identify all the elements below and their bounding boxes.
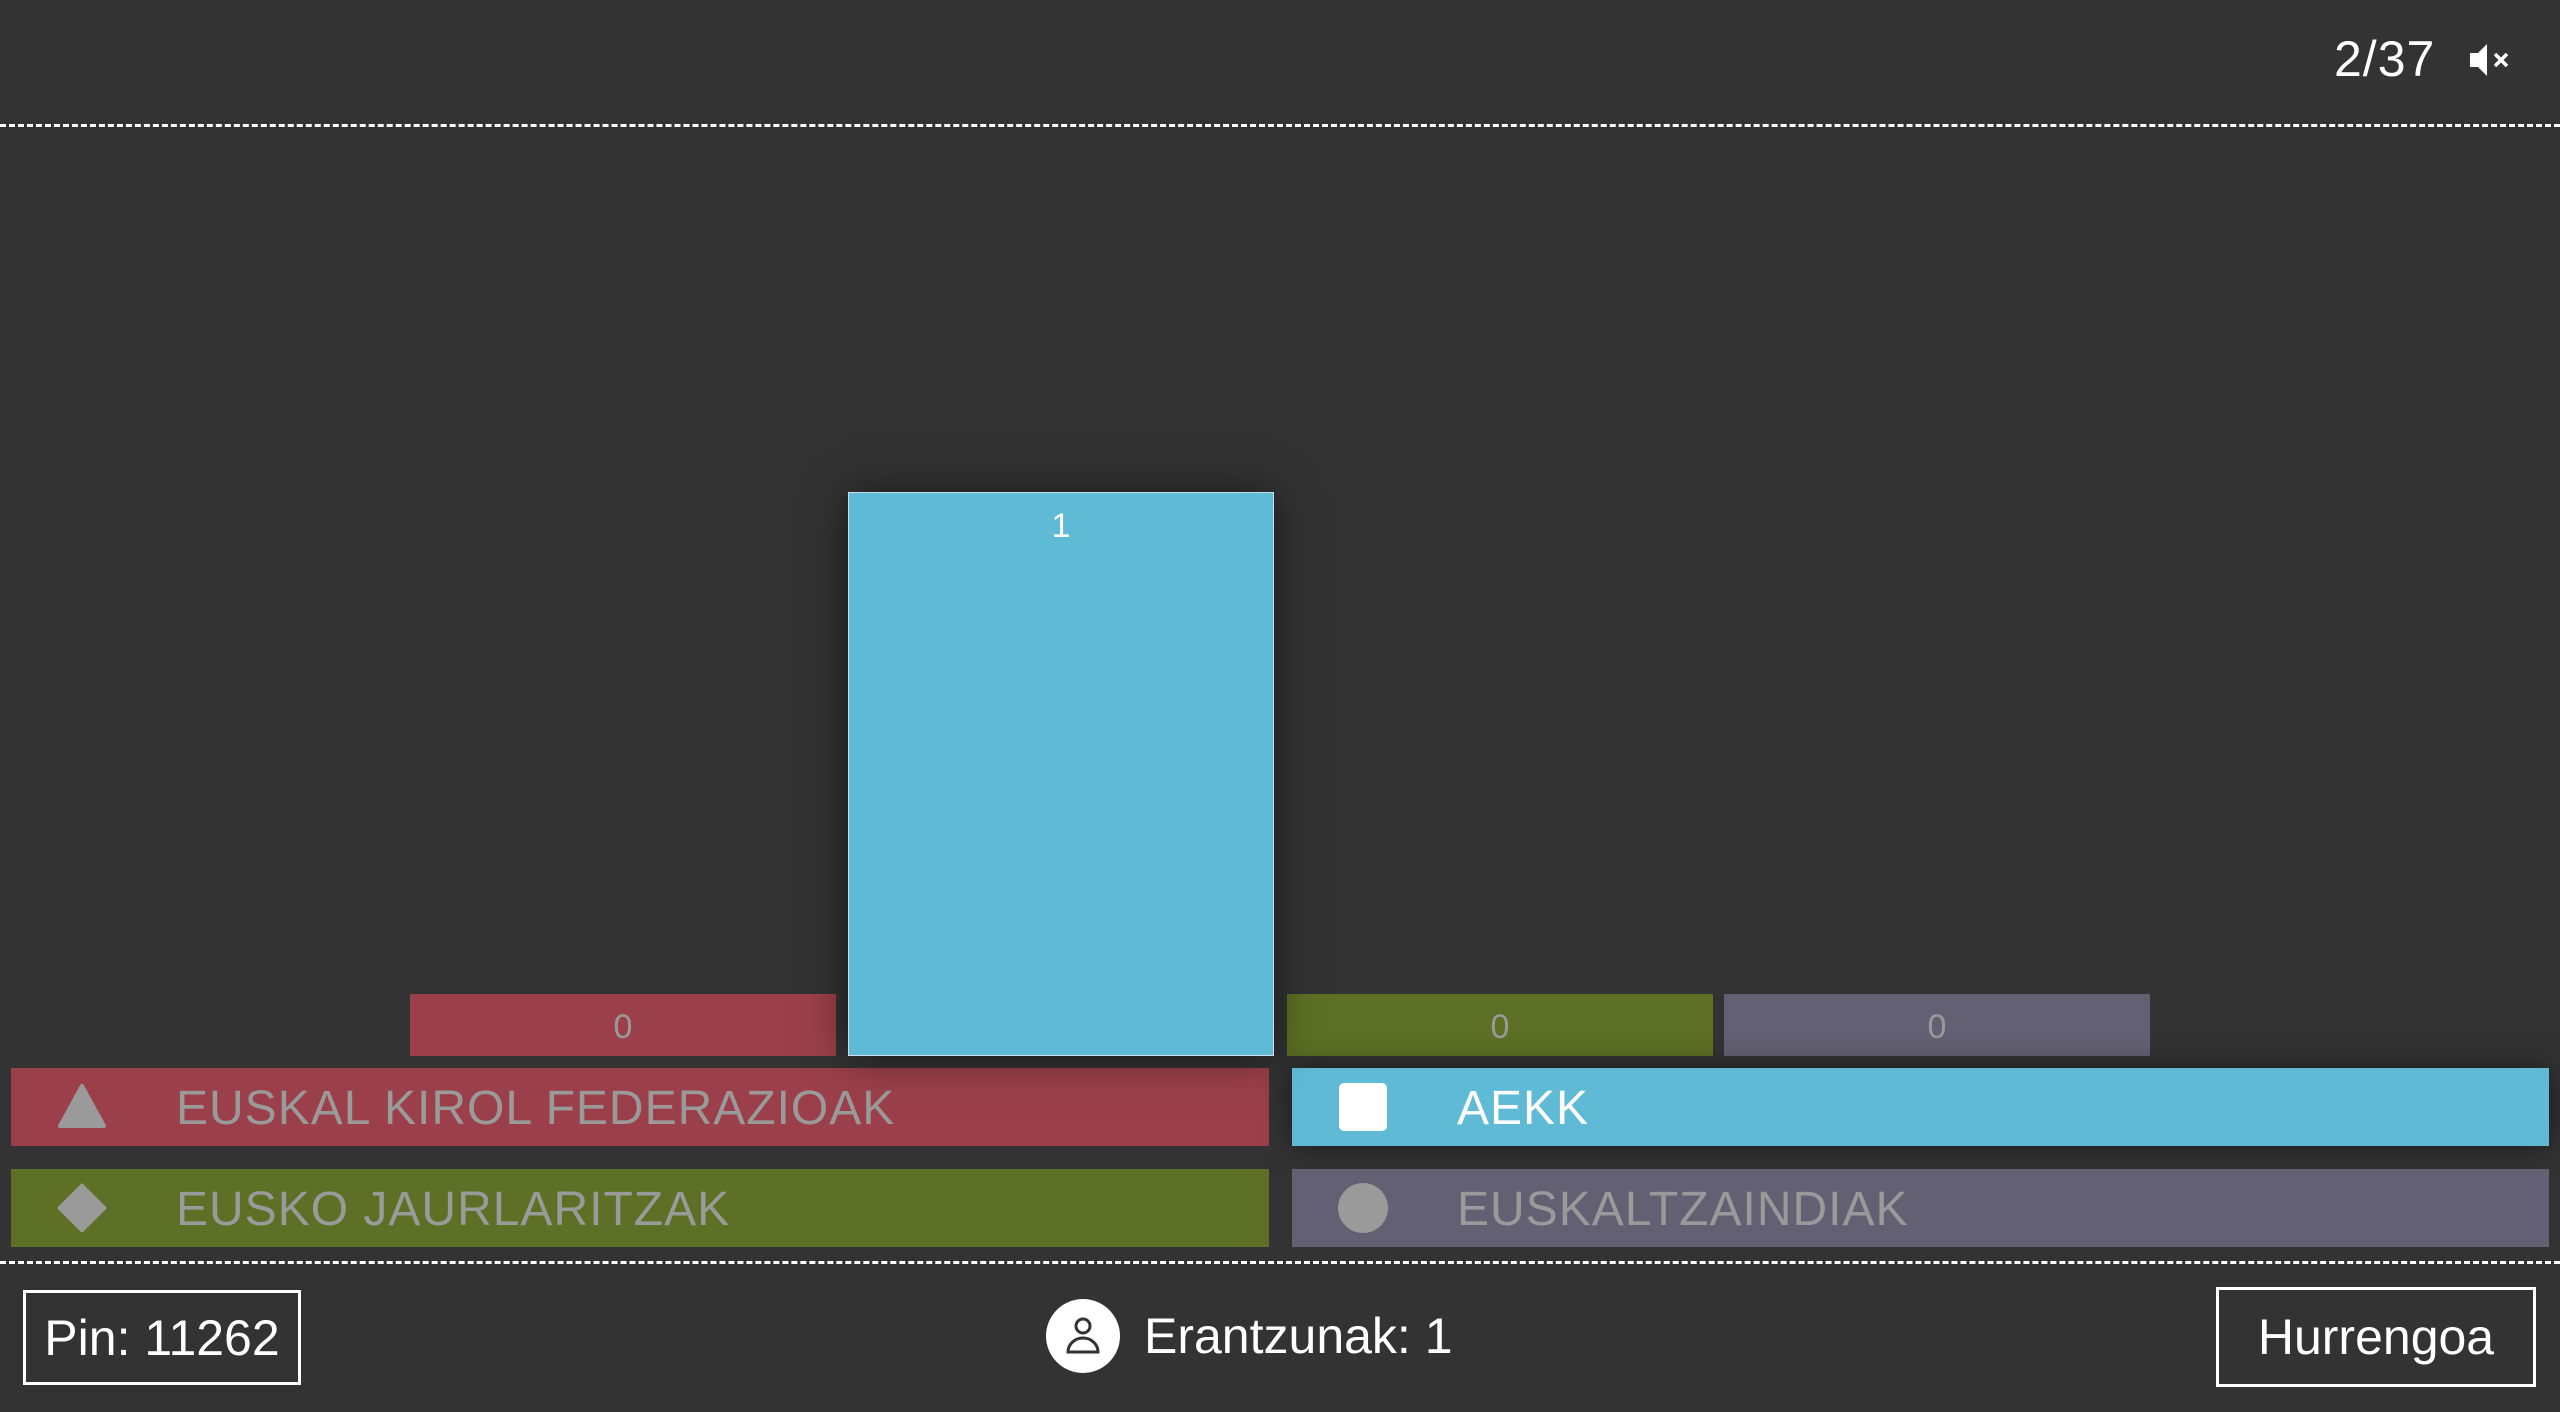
result-bar: 0 [410,994,836,1056]
answer-label: EUSKO JAURLARITZAK [176,1183,731,1236]
bar-value-label: 0 [1490,1008,1510,1046]
answer-label: EUSKAL KIROL FEDERAZIOAK [176,1082,896,1135]
footer-divider [0,1261,2560,1264]
question-counter: 2/37 [2334,31,2436,87]
answer-option-2[interactable]: AEKK [1292,1068,2549,1146]
diamond-icon [57,1183,107,1233]
header-divider [0,124,2560,127]
speaker-muted-icon[interactable] [2468,42,2512,78]
answer-option-3[interactable]: EUSKO JAURLARITZAK [11,1169,1269,1247]
answer-option-1[interactable]: EUSKAL KIROL FEDERAZIOAK [11,1068,1269,1146]
pin-box: Pin: 11262 [23,1290,301,1385]
circle-icon [1338,1183,1388,1233]
answer-label: AEKK [1457,1082,1590,1135]
bar-value-label: 0 [1927,1008,1947,1046]
answers-count-label: Erantzunak: 1 [1144,1308,1453,1364]
user-icon [1046,1299,1120,1373]
answer-label: EUSKALTZAINDIAK [1457,1183,1909,1236]
answer-option-4[interactable]: EUSKALTZAINDIAK [1292,1169,2549,1247]
answers-count: Erantzunak: 1 [1046,1298,1453,1374]
bar-value-label: 1 [1051,507,1071,545]
square-icon [1339,1083,1387,1131]
bar-value-label: 0 [613,1008,633,1046]
next-button[interactable]: Hurrengoa [2216,1287,2536,1387]
result-bar: 0 [1287,994,1713,1056]
result-bar: 1 [848,492,1274,1056]
triangle-icon [58,1084,106,1128]
result-bar: 0 [1724,994,2150,1056]
